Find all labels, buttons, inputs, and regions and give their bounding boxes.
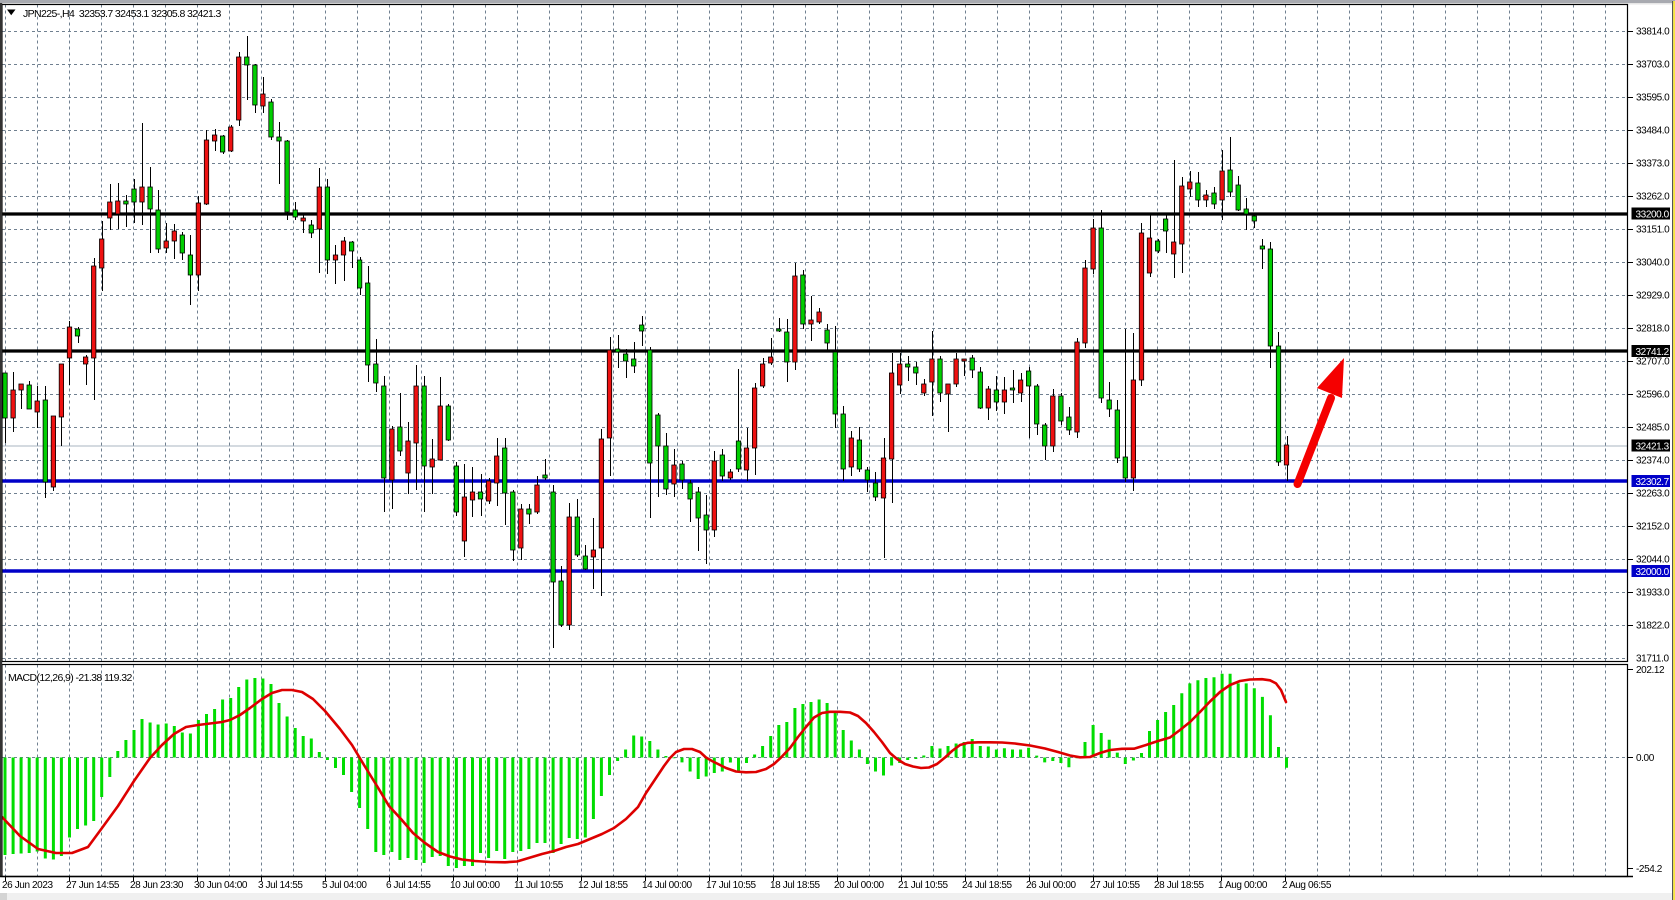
svg-text:31711.0: 31711.0 (1636, 654, 1669, 665)
svg-text:33200.0: 33200.0 (1636, 209, 1670, 220)
svg-text:32302.7: 32302.7 (1636, 477, 1670, 488)
svg-text:3 Jul 14:55: 3 Jul 14:55 (258, 880, 303, 891)
svg-text:32485.0: 32485.0 (1636, 423, 1670, 434)
svg-text:24 Jul 18:55: 24 Jul 18:55 (962, 880, 1013, 891)
svg-text:JPN225-,H4 32353.7 32453.1 32: JPN225-,H4 32353.7 32453.1 32305.8 32421… (23, 8, 222, 20)
svg-text:-254.2: -254.2 (1636, 864, 1663, 875)
svg-text:2 Aug 06:55: 2 Aug 06:55 (1282, 880, 1332, 891)
svg-text:26 Jun 2023: 26 Jun 2023 (2, 880, 53, 891)
svg-text:32929.0: 32929.0 (1636, 291, 1670, 302)
svg-text:33703.0: 33703.0 (1636, 60, 1670, 71)
svg-text:12 Jul 18:55: 12 Jul 18:55 (578, 880, 629, 891)
svg-text:33262.0: 33262.0 (1636, 192, 1670, 203)
svg-text:32596.0: 32596.0 (1636, 390, 1670, 401)
svg-text:32421.3: 32421.3 (1636, 441, 1670, 452)
svg-text:27 Jul 10:55: 27 Jul 10:55 (1090, 880, 1141, 891)
svg-text:31822.0: 31822.0 (1636, 621, 1670, 632)
svg-text:5 Jul 04:00: 5 Jul 04:00 (322, 880, 367, 891)
svg-text:28 Jun 23:30: 28 Jun 23:30 (130, 880, 184, 891)
svg-text:11 Jul 10:55: 11 Jul 10:55 (514, 880, 564, 891)
svg-text:28 Jul 18:55: 28 Jul 18:55 (1154, 880, 1205, 891)
svg-text:32707.0: 32707.0 (1636, 357, 1670, 368)
svg-text:32263.0: 32263.0 (1636, 489, 1670, 500)
svg-text:27 Jun 14:55: 27 Jun 14:55 (66, 880, 120, 891)
svg-text:32818.0: 32818.0 (1636, 324, 1670, 335)
svg-text:10 Jul 00:00: 10 Jul 00:00 (450, 880, 501, 891)
svg-text:6 Jul 14:55: 6 Jul 14:55 (386, 880, 431, 891)
svg-text:33151.0: 33151.0 (1636, 225, 1670, 236)
svg-text:33373.0: 33373.0 (1636, 159, 1670, 170)
svg-text:32152.0: 32152.0 (1636, 522, 1670, 533)
svg-text:32741.2: 32741.2 (1636, 347, 1670, 358)
svg-text:32044.0: 32044.0 (1636, 555, 1670, 566)
svg-text:17 Jul 10:55: 17 Jul 10:55 (706, 880, 757, 891)
svg-text:202.12: 202.12 (1636, 665, 1665, 676)
svg-text:MACD(12,26,9) -21.38 119.32: MACD(12,26,9) -21.38 119.32 (8, 672, 132, 684)
svg-text:33040.0: 33040.0 (1636, 258, 1670, 269)
svg-text:33814.0: 33814.0 (1636, 27, 1670, 38)
svg-text:31933.0: 31933.0 (1636, 588, 1670, 599)
svg-text:33595.0: 33595.0 (1636, 93, 1670, 104)
svg-text:0.00: 0.00 (1636, 753, 1655, 764)
svg-text:30 Jun 04:00: 30 Jun 04:00 (194, 880, 248, 891)
svg-text:32374.0: 32374.0 (1636, 456, 1670, 467)
svg-text:1 Aug 00:00: 1 Aug 00:00 (1218, 880, 1268, 891)
svg-text:18 Jul 18:55: 18 Jul 18:55 (770, 880, 821, 891)
svg-text:21 Jul 10:55: 21 Jul 10:55 (898, 880, 949, 891)
svg-text:14 Jul 00:00: 14 Jul 00:00 (642, 880, 693, 891)
svg-text:32000.0: 32000.0 (1636, 567, 1670, 578)
svg-text:26 Jul 00:00: 26 Jul 00:00 (1026, 880, 1077, 891)
svg-text:20 Jul 00:00: 20 Jul 00:00 (834, 880, 885, 891)
svg-text:33484.0: 33484.0 (1636, 126, 1670, 137)
